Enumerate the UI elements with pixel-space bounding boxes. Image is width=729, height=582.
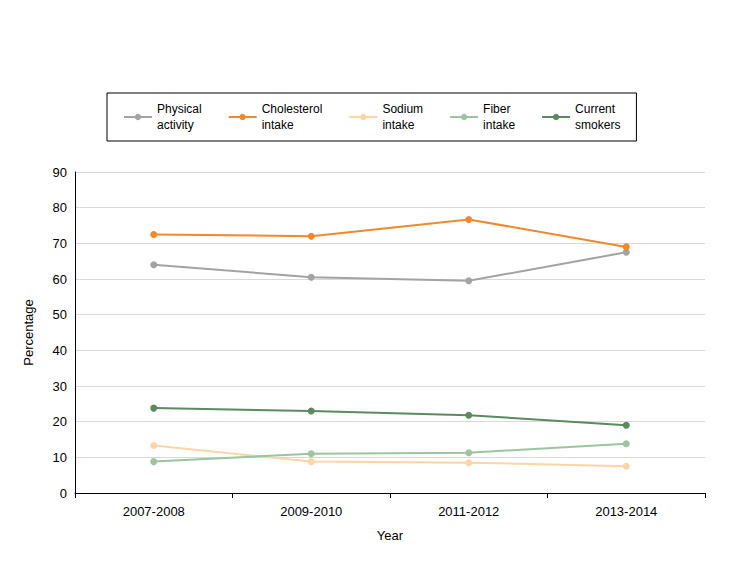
svg-text:50: 50 [53,307,67,322]
svg-text:2013-2014: 2013-2014 [595,504,657,519]
svg-text:intake: intake [262,118,294,132]
svg-text:intake: intake [382,118,414,132]
svg-text:Percentage: Percentage [21,299,36,366]
svg-text:Year: Year [377,528,404,543]
svg-text:Current: Current [575,102,616,116]
svg-text:20: 20 [53,414,67,429]
svg-text:80: 80 [53,200,67,215]
svg-text:intake: intake [483,118,515,132]
svg-text:2009-2010: 2009-2010 [280,504,342,519]
svg-text:30: 30 [53,379,67,394]
svg-text:90: 90 [53,165,67,180]
svg-text:2007-2008: 2007-2008 [123,504,185,519]
svg-text:2011-2012: 2011-2012 [438,504,499,519]
svg-text:Cholesterol: Cholesterol [262,102,323,116]
svg-text:Physical: Physical [157,102,202,116]
svg-text:10: 10 [53,450,67,465]
svg-text:40: 40 [53,343,67,358]
svg-text:Sodium: Sodium [382,102,423,116]
svg-text:70: 70 [53,236,67,251]
svg-text:0: 0 [60,486,67,501]
svg-text:Fiber: Fiber [483,102,510,116]
svg-text:activity: activity [157,118,194,132]
svg-text:60: 60 [53,272,67,287]
svg-text:smokers: smokers [575,118,620,132]
